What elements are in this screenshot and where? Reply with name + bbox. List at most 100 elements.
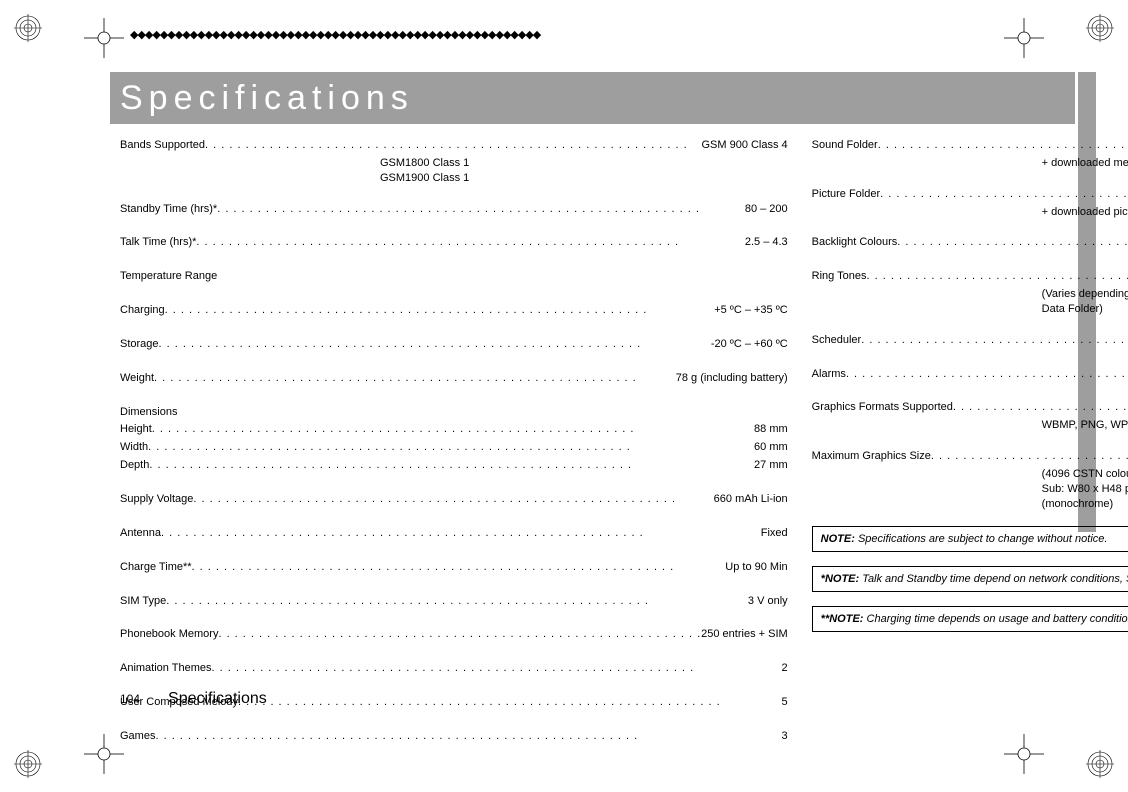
- spec-continuation: + downloaded pictures: [812, 205, 1128, 220]
- spec-value: Fixed: [761, 526, 788, 541]
- spec-continuation-line: (monochrome): [812, 497, 1128, 512]
- leader-dots: . . . . . . . . . . . . . . . . . . . . …: [205, 138, 701, 153]
- spec-value: 88 mm: [754, 422, 788, 437]
- spec-label: Sound Folder: [812, 138, 878, 153]
- page-number: 104: [120, 692, 140, 706]
- content-columns: Bands Supported . . . . . . . . . . . . …: [120, 138, 1060, 658]
- leader-dots: . . . . . . . . . . . . . . . . . . . . …: [166, 594, 748, 609]
- spacer: [120, 611, 788, 627]
- spec-continuation-line: WBMP, PNG, WPNG, JPEG: [812, 418, 1128, 433]
- spec-label: Picture Folder: [812, 187, 880, 202]
- spacer: [120, 321, 788, 337]
- spec-row: Supply Voltage . . . . . . . . . . . . .…: [120, 492, 788, 507]
- spec-label: Graphics Formats Supported: [812, 400, 953, 415]
- spec-row: Dimensions: [120, 405, 788, 420]
- spec-label: Charge Time**: [120, 560, 192, 575]
- spec-value: 660 mAh Li-ion: [714, 492, 788, 507]
- note-body: Talk and Standby time depend on network …: [859, 573, 1128, 585]
- note-body: Charging time depends on usage and batte…: [863, 613, 1128, 625]
- spacer: [120, 389, 788, 405]
- spec-value: GSM 900 Class 4: [701, 138, 787, 153]
- spec-row: Backlight Colours . . . . . . . . . . . …: [812, 235, 1128, 250]
- spec-continuation-line: (4096 CSTN colours): [812, 467, 1128, 482]
- spec-label: Height: [120, 422, 152, 437]
- leader-dots: . . . . . . . . . . . . . . . . . . . . …: [238, 695, 782, 710]
- spec-row: Antenna . . . . . . . . . . . . . . . . …: [120, 526, 788, 541]
- spec-label: Storage: [120, 337, 159, 352]
- spec-row: Storage . . . . . . . . . . . . . . . . …: [120, 337, 788, 352]
- spec-continuation-line: Sub: W80 x H48 pixels: [812, 482, 1128, 497]
- spacer: [812, 253, 1128, 269]
- spec-row: Weight . . . . . . . . . . . . . . . . .…: [120, 371, 788, 386]
- binding-mark-icon: [14, 750, 42, 778]
- spacer: [120, 476, 788, 492]
- crop-mark-icon: [1004, 734, 1044, 774]
- spec-row: Standby Time (hrs)* . . . . . . . . . . …: [120, 202, 788, 217]
- leader-dots: . . . . . . . . . . . . . . . . . . . . …: [953, 400, 1128, 415]
- page-title: Specifications: [120, 79, 414, 118]
- spec-value: 5: [782, 695, 788, 710]
- spacer: [120, 713, 788, 729]
- leader-dots: . . . . . . . . . . . . . . . . . . . . …: [878, 138, 1128, 153]
- spacer: [120, 510, 788, 526]
- spacer: [120, 578, 788, 594]
- spec-label: Scheduler: [812, 333, 862, 348]
- spec-label: Temperature Range: [120, 269, 217, 284]
- leader-dots: . . . . . . . . . . . . . . . . . . . . …: [152, 422, 754, 437]
- note-lead: NOTE:: [821, 533, 855, 545]
- spacer: [812, 171, 1128, 187]
- spec-label: Standby Time (hrs)*: [120, 202, 217, 217]
- spec-value: 2.5 – 4.3: [745, 235, 788, 250]
- spec-row: Phonebook Memory . . . . . . . . . . . .…: [120, 627, 788, 642]
- binding-mark-icon: [14, 14, 42, 42]
- spec-row: Charging . . . . . . . . . . . . . . . .…: [120, 303, 788, 318]
- spec-value: 3: [782, 729, 788, 744]
- spec-value: 27 mm: [754, 458, 788, 473]
- spec-label: Weight: [120, 371, 154, 386]
- spec-label: Games: [120, 729, 155, 744]
- spec-row: Charge Time** . . . . . . . . . . . . . …: [120, 560, 788, 575]
- spec-continuation-line: (Varies depending on: [812, 287, 1128, 302]
- leader-dots: . . . . . . . . . . . . . . . . . . . . …: [867, 269, 1128, 284]
- spec-row: Depth . . . . . . . . . . . . . . . . . …: [120, 458, 788, 473]
- note-box: NOTE: Specifications are subject to chan…: [812, 526, 1128, 552]
- spec-row: Maximum Graphics Size . . . . . . . . . …: [812, 449, 1128, 464]
- spec-continuation: GSM1800 Class 1GSM1900 Class 1: [120, 156, 788, 186]
- spec-value: 78 g (including battery): [676, 371, 788, 386]
- spec-continuation-line: GSM1800 Class 1: [120, 156, 788, 171]
- spec-label: Maximum Graphics Size: [812, 449, 931, 464]
- spec-continuation: + downloaded melodies: [812, 156, 1128, 171]
- spec-row: Bands Supported . . . . . . . . . . . . …: [120, 138, 788, 153]
- spec-row: Picture Folder . . . . . . . . . . . . .…: [812, 187, 1128, 202]
- spec-value: 250 entries + SIM: [701, 627, 788, 642]
- spec-row: Graphics Formats Supported . . . . . . .…: [812, 400, 1128, 415]
- binding-mark-icon: [1086, 14, 1114, 42]
- spec-label: Alarms: [812, 367, 846, 382]
- leader-dots: . . . . . . . . . . . . . . . . . . . . …: [218, 627, 701, 642]
- crop-mark-icon: [84, 734, 124, 774]
- spec-continuation: (Varies depending onData Folder): [812, 287, 1128, 317]
- spacer: [120, 355, 788, 371]
- spec-row: Scheduler . . . . . . . . . . . . . . . …: [812, 333, 1128, 348]
- spec-continuation: (4096 CSTN colours)Sub: W80 x H48 pixels…: [812, 467, 1128, 512]
- title-bar: Specifications: [110, 72, 1075, 124]
- crop-mark-icon: [84, 18, 124, 58]
- spec-value: 2: [782, 661, 788, 676]
- note-box: **NOTE: Charging time depends on usage a…: [812, 606, 1128, 632]
- spec-value: Up to 90 Min: [725, 560, 787, 575]
- spacer: [812, 351, 1128, 367]
- spec-row: Talk Time (hrs)* . . . . . . . . . . . .…: [120, 235, 788, 250]
- spacer: [812, 384, 1128, 400]
- spacer: [120, 645, 788, 661]
- note-lead: *NOTE:: [821, 573, 860, 585]
- leader-dots: . . . . . . . . . . . . . . . . . . . . …: [193, 492, 713, 507]
- spec-label: Animation Themes: [120, 661, 212, 676]
- spec-continuation: WBMP, PNG, WPNG, JPEG: [812, 418, 1128, 433]
- spacer: [812, 317, 1128, 333]
- spacer: [120, 253, 788, 269]
- crop-mark-icon: [1004, 18, 1044, 58]
- leader-dots: . . . . . . . . . . . . . . . . . . . . …: [149, 458, 754, 473]
- spec-value: 80 – 200: [745, 202, 788, 217]
- leader-dots: . . . . . . . . . . . . . . . . . . . . …: [159, 337, 711, 352]
- leader-dots: . . . . . . . . . . . . . . . . . . . . …: [217, 202, 745, 217]
